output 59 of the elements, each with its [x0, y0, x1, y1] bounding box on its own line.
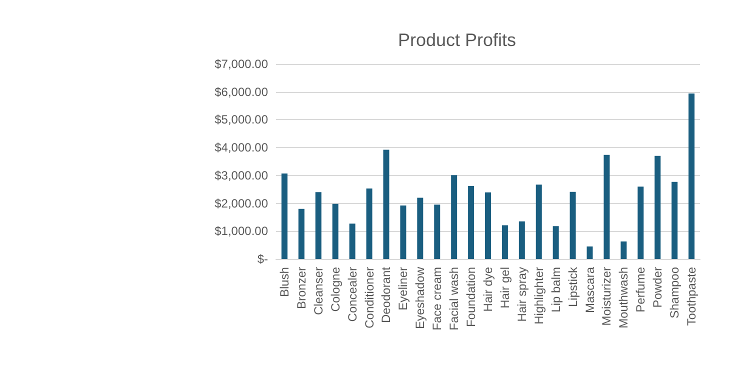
bar [417, 198, 424, 259]
bar [298, 208, 304, 259]
x-tick-label: Deodorant [379, 266, 394, 324]
bar [638, 186, 644, 259]
bar [604, 154, 610, 259]
y-tick-label: $3,000.00 [214, 168, 268, 182]
x-tick-label: Cleanser [311, 267, 326, 316]
x-tick-label: Concealer [345, 267, 360, 322]
bar [349, 224, 356, 259]
bar [315, 192, 322, 259]
bar [552, 226, 559, 259]
bar [366, 188, 372, 259]
bar [688, 94, 695, 259]
bar [383, 150, 390, 259]
bar [536, 184, 542, 259]
bar [451, 175, 458, 259]
bar [586, 246, 593, 259]
x-tick-label: Powder [650, 266, 665, 308]
x-tick-label: Mouthwash [616, 267, 631, 328]
bar [672, 182, 678, 259]
x-tick-label: Highlighter [532, 267, 546, 324]
y-tick-label: $5,000.00 [214, 112, 268, 127]
bar [332, 204, 338, 259]
chart-title: Product Profits [398, 30, 516, 50]
y-tick-label: $2,000.00 [214, 196, 268, 210]
bar [518, 221, 525, 259]
x-tick-label: Perfume [634, 266, 648, 312]
y-tick-label: $7,000.00 [214, 57, 268, 71]
x-tick-label: Hair spray [514, 267, 529, 322]
bar [281, 173, 288, 259]
x-tick-label: Mascara [582, 266, 597, 314]
bar [620, 241, 627, 259]
x-tick-label: Shampoo [668, 266, 682, 318]
bar [400, 206, 406, 259]
y-tick-label: $4,000.00 [214, 140, 268, 155]
x-tick-label: Face cream [430, 267, 444, 330]
x-tick-label: Foundation [464, 267, 478, 328]
x-tick-label: Conditioner [362, 267, 376, 328]
bar [502, 225, 508, 259]
bar [654, 156, 661, 259]
x-tick-label: Lipstick [566, 266, 580, 308]
bar [570, 192, 576, 259]
x-tick-label: Hair gel [498, 267, 512, 308]
x-tick-label: Hair dye [481, 266, 495, 312]
x-tick-label: Cologne [328, 266, 342, 312]
x-tick-label: Toothpaste [684, 266, 699, 326]
x-tick-label: Eyeliner [396, 267, 410, 310]
x-tick-label: Facial wash [447, 267, 462, 330]
x-tick-label: Lip balm [548, 267, 563, 312]
bar [485, 192, 491, 259]
x-tick-label: Bronzer [294, 267, 308, 310]
bar [434, 204, 440, 259]
x-tick-label: Blush [277, 267, 292, 298]
x-tick-label: Moisturizer [600, 267, 614, 326]
y-tick-label: $- [257, 252, 268, 266]
y-tick-label: $6,000.00 [214, 84, 268, 99]
y-tick-label: $1,000.00 [214, 224, 268, 238]
bar [468, 186, 474, 259]
x-tick-label: Eyeshadow [413, 266, 428, 330]
